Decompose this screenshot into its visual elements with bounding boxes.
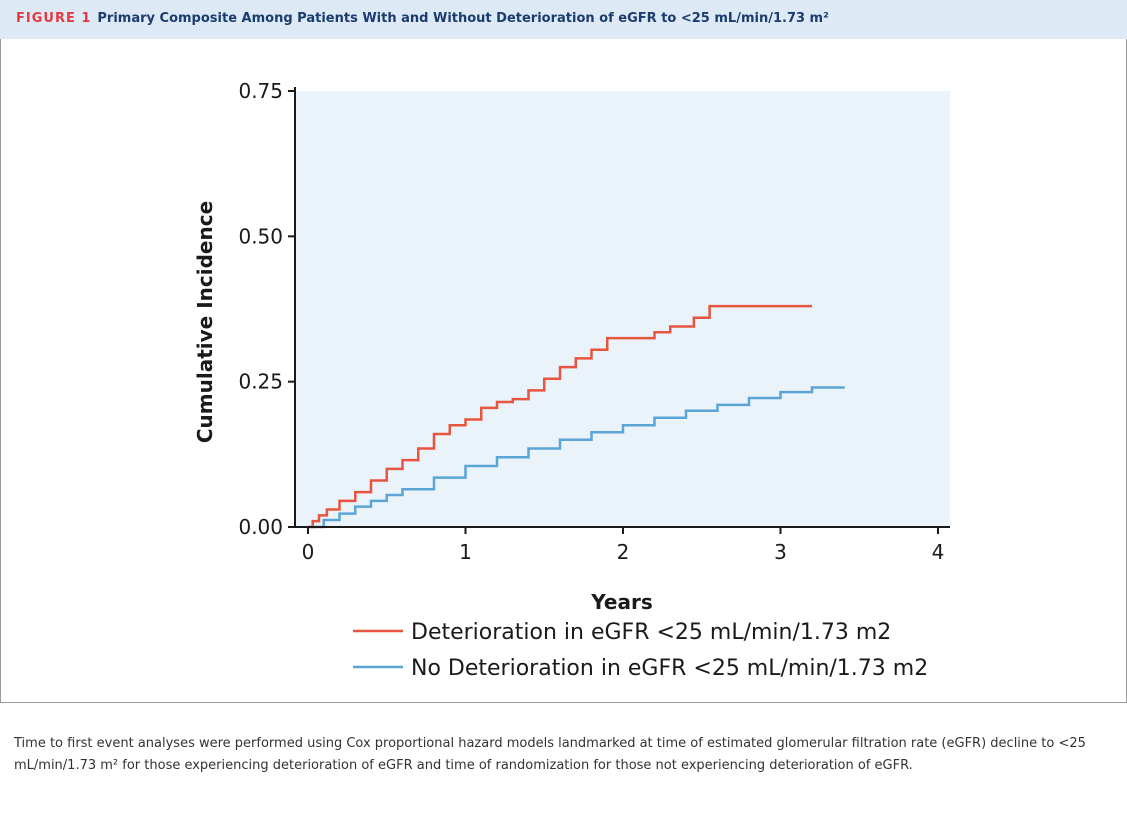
- legend-label: Deterioration in eGFR <25 mL/min/1.73 m2: [411, 620, 891, 645]
- series-line-no-deterioration: [308, 386, 845, 529]
- series-line-deterioration: [308, 304, 812, 529]
- x-tick-label: 4: [932, 540, 945, 564]
- legend-label: No Deterioration in eGFR <25 mL/min/1.73…: [411, 656, 928, 681]
- x-tick-label: 1: [459, 540, 472, 564]
- figure-caption: Time to first event analyses were perfor…: [14, 736, 1086, 773]
- figure-title-text: Primary Composite Among Patients With an…: [97, 11, 829, 26]
- figure-title: FIGURE 1 Primary Composite Among Patients…: [16, 11, 829, 26]
- legend: Deterioration in eGFR <25 mL/min/1.73 m2…: [353, 620, 928, 681]
- plot-background: [295, 91, 950, 527]
- y-tick-label: 0.00: [238, 515, 283, 539]
- cumulative-incidence-chart: 0.00 0.25 0.50 0.75 0 1 2 3 4 Cumulative Incide…: [193, 79, 950, 681]
- y-ticks: 0.00 0.25 0.50 0.75: [238, 79, 295, 539]
- x-tick-label: 2: [617, 540, 630, 564]
- y-axis-title: Cumulative Incidence: [193, 201, 217, 443]
- y-tick-label: 0.50: [238, 224, 283, 248]
- x-tick-label: 0: [302, 540, 315, 564]
- x-ticks: 0 1 2 3 4: [302, 527, 945, 564]
- x-tick-label: 3: [774, 540, 787, 564]
- figure-label: FIGURE 1: [16, 11, 92, 26]
- series-layer: [308, 304, 845, 529]
- y-tick-label: 0.25: [238, 370, 283, 394]
- x-axis-title: Years: [590, 590, 652, 614]
- figure-header: FIGURE 1 Primary Composite Among Patients…: [0, 0, 1127, 39]
- caption-divider: [0, 702, 1127, 703]
- y-tick-label: 0.75: [238, 79, 283, 103]
